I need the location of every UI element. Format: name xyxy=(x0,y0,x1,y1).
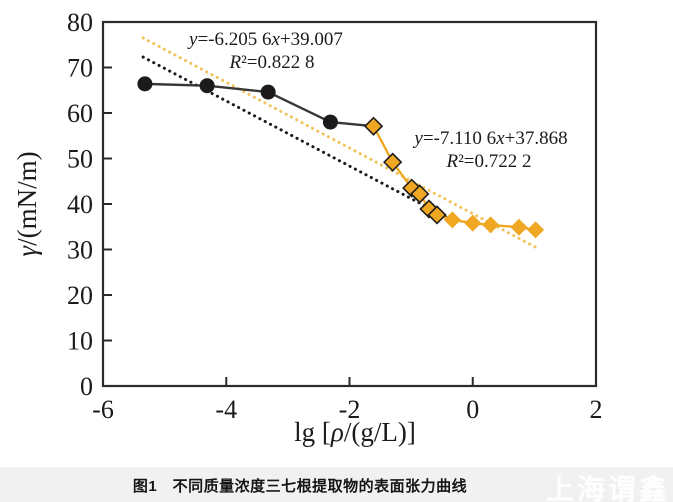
y-axis-tick-label: 20 xyxy=(67,281,93,310)
x-axis-tick-label: -6 xyxy=(92,395,114,424)
x-axis-tick-label: -2 xyxy=(339,395,361,424)
x-axis-title: lg [ρ/(g/L)] xyxy=(294,417,416,447)
data-point-circle xyxy=(322,114,338,130)
plot-frame xyxy=(101,20,598,388)
data-point-diamond xyxy=(527,221,545,239)
y-axis-tick-label: 40 xyxy=(67,190,93,219)
y-axis-tick-label: 30 xyxy=(67,236,93,265)
x-axis-tick-label: -4 xyxy=(215,395,237,424)
data-point-diamond xyxy=(443,211,461,229)
y-axis-tick-label: 80 xyxy=(67,8,93,37)
y-axis-tick-label: 60 xyxy=(67,99,93,128)
trendline-equation-2: y=-7.110 6x+37.868 xyxy=(412,128,567,149)
data-point-diamond xyxy=(410,184,430,204)
watermark: 上海谓鑫 xyxy=(546,474,671,502)
data-point-diamond xyxy=(482,216,500,234)
data-point-diamond xyxy=(383,152,403,172)
y-axis-tick-label: 50 xyxy=(67,145,93,174)
x-axis-tick-label: 0 xyxy=(466,395,479,424)
data-point-diamond xyxy=(363,116,384,136)
trendline-r2-1: R²=0.822 8 xyxy=(228,52,314,73)
x-axis-tick-label: 2 xyxy=(590,395,603,424)
data-point-diamond xyxy=(464,214,482,232)
trendline-1 xyxy=(141,55,450,220)
data-point-diamond xyxy=(427,205,447,225)
caption-bar: 图1 不同质量浓度三七根提取物的表面张力曲线 上海谓鑫 xyxy=(0,467,673,502)
y-axis-tick-label: 10 xyxy=(67,327,93,356)
trendline-equation-1: y=-6.205 6x+39.007 xyxy=(187,29,343,50)
data-point-circle xyxy=(260,84,276,100)
trendline-2 xyxy=(141,36,538,249)
y-axis-tick-label: 70 xyxy=(67,54,93,83)
data-point-circle xyxy=(137,76,153,92)
data-point-circle xyxy=(199,78,215,94)
figure-caption: 图1 不同质量浓度三七根提取物的表面张力曲线 xyxy=(132,478,468,495)
data-point-diamond xyxy=(510,218,528,236)
y-axis-title: γ/(mN/m) xyxy=(12,151,42,256)
trendline-r2-2: R²=0.722 2 xyxy=(445,151,531,172)
y-axis-tick-label: 0 xyxy=(80,372,93,401)
